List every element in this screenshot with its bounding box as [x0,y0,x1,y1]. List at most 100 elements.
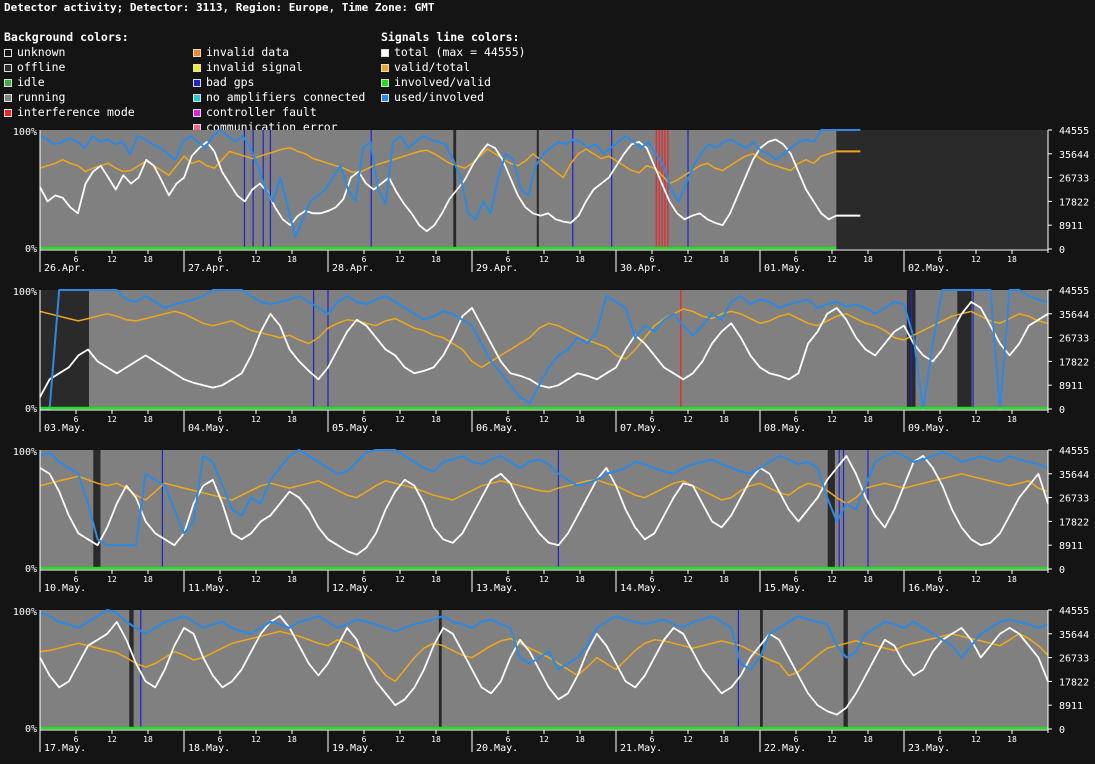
day-label: 17.May. [44,743,86,754]
hour-tick-label: 6 [794,735,799,744]
background-legend-item: offline [4,60,135,75]
running-background [40,610,1048,729]
hour-tick-label: 18 [287,415,297,424]
background-legend-col1: Background colors: unknown offline idle run… [4,30,135,120]
signals-legend-label: total (max = 44555) [394,45,526,59]
hour-tick-label: 18 [143,255,153,264]
y-left-tick-label: 100% [13,287,37,298]
y-right-tick-label: 0 [1059,565,1065,576]
hour-tick-label: 6 [938,415,943,424]
background-legend-item: controller fault [193,105,365,120]
day-label: 12.May. [332,583,374,594]
signals-legend-item: total (max = 44555) [381,45,526,60]
hour-tick-label: 12 [971,415,981,424]
hour-tick-label: 6 [650,415,655,424]
hour-tick-label: 18 [719,415,729,424]
signals-legend-swatch [381,48,389,57]
signals-legend-item: used/involved [381,90,526,105]
signals-legend-swatch [381,78,389,87]
background-legend-swatch [4,48,12,57]
y-right-tick-label: 17822 [1059,197,1089,208]
day-label: 09.May. [908,423,950,434]
hour-tick-label: 12 [395,255,405,264]
valid-total-line [39,473,1049,505]
hour-tick-label: 12 [971,575,981,584]
day-label: 05.May. [332,423,374,434]
background-legend-label: unknown [17,45,66,59]
hour-tick-label: 6 [218,735,223,744]
y-right-tick-label: 8911 [1059,381,1083,392]
day-label: 26.Apr. [44,263,86,274]
hour-tick-label: 12 [251,255,261,264]
background-legend-item: invalid signal [193,60,365,75]
offline-segment [536,130,539,249]
y-right-tick-label: 44555 [1059,286,1089,297]
hour-tick-label: 12 [683,575,693,584]
hour-tick-label: 12 [107,415,117,424]
hour-tick-label: 18 [863,735,873,744]
y-right-tick-label: 0 [1059,725,1065,736]
y-right-tick-label: 17822 [1059,677,1089,688]
background-legend-item: bad gps [193,75,365,90]
hour-tick-label: 6 [794,255,799,264]
day-label: 22.May. [764,743,806,754]
signals-legend-swatch [381,63,389,72]
background-legend-label: controller fault [206,105,317,119]
day-label: 10.May. [44,583,86,594]
background-legend-heading: Background colors: [4,30,129,44]
background-legend-label: offline [17,60,66,74]
hour-tick-label: 6 [218,255,223,264]
hour-tick-label: 18 [143,415,153,424]
y-right-tick-label: 44555 [1059,606,1089,617]
background-legend-list-1: unknown offline idle running interference mo… [4,45,135,120]
y-right-tick-label: 17822 [1059,357,1089,368]
valid-total-line [39,147,837,185]
hour-tick-label: 6 [218,575,223,584]
signals-legend: Signals line colors: total (max = 44555)… [381,30,526,105]
y-right-tick-label: 35644 [1059,630,1089,641]
signals-legend-label: used/involved [394,90,485,104]
hour-tick-label: 18 [575,575,585,584]
hour-tick-label: 6 [74,735,79,744]
background-legend-label: interference mode [17,105,135,119]
hour-tick-label: 18 [287,735,297,744]
used-involved-line [39,449,1049,547]
offline-segment [843,610,848,729]
hour-tick-label: 18 [719,575,729,584]
y-right-tick-label: 26733 [1059,334,1089,345]
hour-tick-label: 12 [683,255,693,264]
hour-tick-label: 18 [719,735,729,744]
offline-segment [957,290,972,409]
y-right-tick-label: 26733 [1059,174,1089,185]
y-left-tick-label: 0% [25,724,37,735]
hour-tick-label: 12 [107,255,117,264]
y-left-tick-label: 0% [25,564,37,575]
total-line [39,454,1049,556]
y-left-tick-label: 0% [25,404,37,415]
used-involved-line [39,609,1049,671]
hour-tick-label: 18 [287,575,297,584]
day-label: 11.May. [188,583,230,594]
y-right-tick-label: 8911 [1059,701,1083,712]
day-label: 04.May. [188,423,230,434]
day-label: 30.Apr. [620,263,662,274]
hour-tick-label: 12 [539,735,549,744]
background-legend-swatch [193,78,201,87]
valid-total-line [39,308,1049,369]
day-label: 21.May. [620,743,662,754]
background-legend-label: idle [17,75,45,89]
background-legend-item: running [4,90,135,105]
y-right-tick-label: 0 [1059,245,1065,256]
hour-tick-label: 12 [539,415,549,424]
hour-tick-label: 6 [650,255,655,264]
hour-tick-label: 6 [506,255,511,264]
hour-tick-label: 6 [506,735,511,744]
hour-tick-label: 12 [683,415,693,424]
page-title: Detector activity; Detector: 3113, Regio… [4,1,435,14]
total-line [39,300,1049,398]
y-right-tick-label: 17822 [1059,517,1089,528]
day-label: 23.May. [908,743,950,754]
y-right-tick-label: 35644 [1059,150,1089,161]
